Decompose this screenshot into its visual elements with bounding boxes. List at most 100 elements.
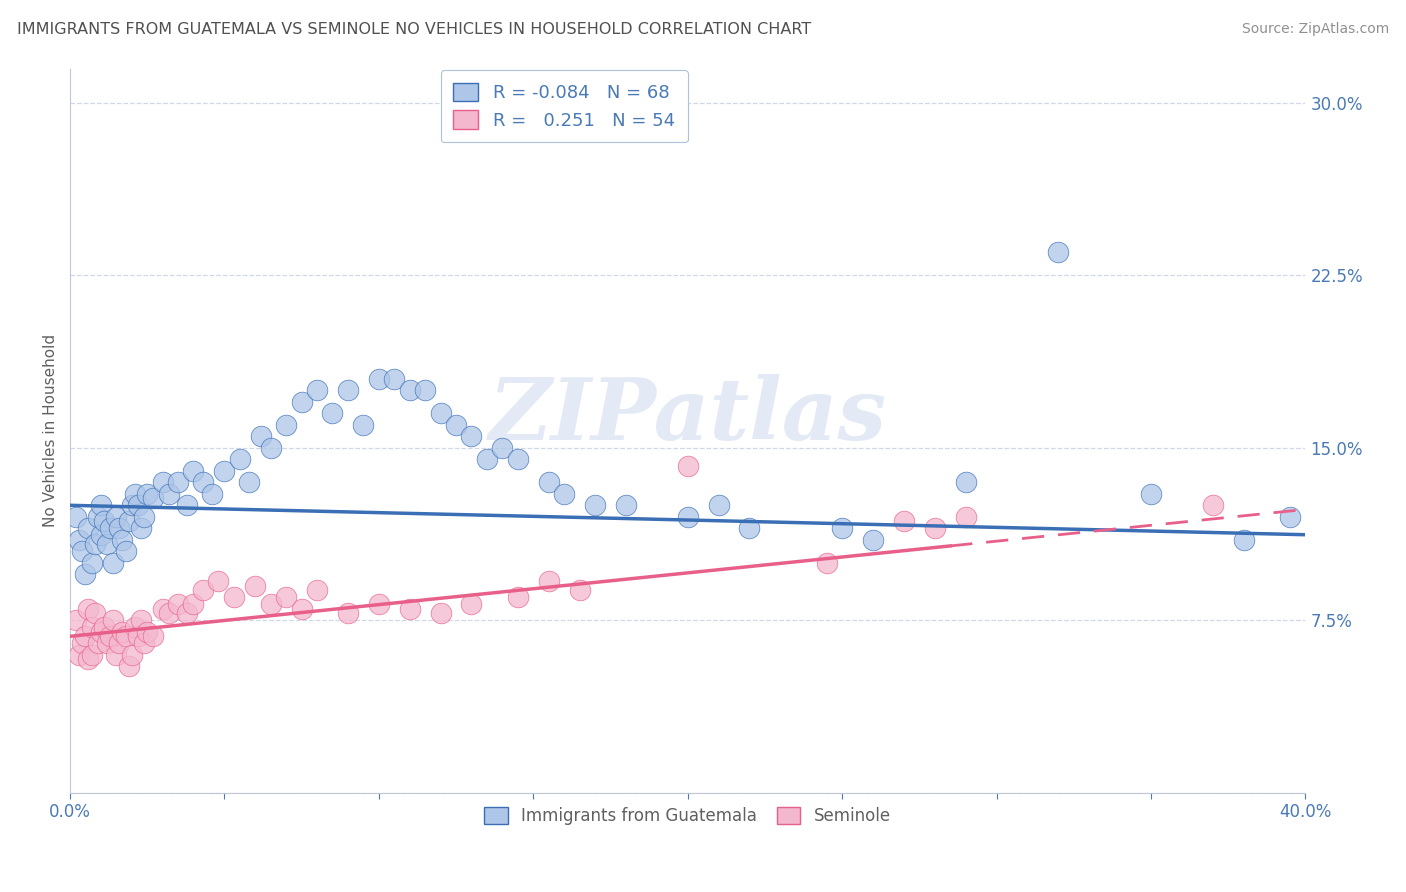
Point <box>831 521 853 535</box>
Point <box>429 406 451 420</box>
Point <box>176 607 198 621</box>
Point <box>1047 245 1070 260</box>
Point <box>114 629 136 643</box>
Point <box>222 591 245 605</box>
Point <box>176 498 198 512</box>
Point <box>77 521 100 535</box>
Point <box>136 624 159 639</box>
Point <box>290 601 312 615</box>
Point <box>124 620 146 634</box>
Point <box>80 620 103 634</box>
Point <box>65 613 87 627</box>
Point <box>460 597 482 611</box>
Point <box>1278 509 1301 524</box>
Text: Source: ZipAtlas.com: Source: ZipAtlas.com <box>1241 22 1389 37</box>
Point <box>214 464 236 478</box>
Point <box>75 567 97 582</box>
Point <box>121 498 143 512</box>
Point <box>183 464 205 478</box>
Point <box>893 515 915 529</box>
Point <box>98 521 121 535</box>
Point <box>83 537 105 551</box>
Point <box>129 613 152 627</box>
Point <box>491 441 513 455</box>
Point <box>460 429 482 443</box>
Point <box>93 515 115 529</box>
Point <box>398 384 420 398</box>
Point <box>132 636 155 650</box>
Point <box>191 475 214 490</box>
Point <box>132 509 155 524</box>
Point <box>568 583 591 598</box>
Point <box>87 509 110 524</box>
Point <box>93 620 115 634</box>
Point <box>207 574 229 589</box>
Point <box>924 521 946 535</box>
Point <box>537 574 560 589</box>
Point <box>157 487 180 501</box>
Point <box>80 556 103 570</box>
Point <box>96 636 118 650</box>
Point <box>398 601 420 615</box>
Point <box>238 475 260 490</box>
Point <box>105 509 128 524</box>
Text: ZIPatlas: ZIPatlas <box>489 375 887 458</box>
Point <box>127 629 149 643</box>
Text: IMMIGRANTS FROM GUATEMALA VS SEMINOLE NO VEHICLES IN HOUSEHOLD CORRELATION CHART: IMMIGRANTS FROM GUATEMALA VS SEMINOLE NO… <box>17 22 811 37</box>
Point <box>1202 498 1225 512</box>
Point <box>553 487 575 501</box>
Point <box>114 544 136 558</box>
Point <box>506 452 529 467</box>
Point <box>117 515 139 529</box>
Point <box>111 624 134 639</box>
Point <box>1233 533 1256 547</box>
Point <box>129 521 152 535</box>
Point <box>77 601 100 615</box>
Point <box>305 384 328 398</box>
Point <box>90 498 112 512</box>
Point <box>183 597 205 611</box>
Point <box>276 591 298 605</box>
Point <box>72 544 94 558</box>
Point <box>65 509 87 524</box>
Point <box>75 629 97 643</box>
Point <box>87 636 110 650</box>
Point <box>67 533 90 547</box>
Point <box>429 607 451 621</box>
Point <box>72 636 94 650</box>
Point <box>142 491 165 506</box>
Point <box>108 521 131 535</box>
Point <box>127 498 149 512</box>
Point <box>250 429 273 443</box>
Point <box>101 613 124 627</box>
Point <box>367 372 389 386</box>
Point <box>815 556 838 570</box>
Point <box>105 648 128 662</box>
Point <box>336 384 359 398</box>
Point <box>167 597 190 611</box>
Point <box>136 487 159 501</box>
Point <box>96 537 118 551</box>
Point <box>117 659 139 673</box>
Point <box>83 607 105 621</box>
Point <box>260 597 283 611</box>
Point <box>121 648 143 662</box>
Point <box>707 498 730 512</box>
Point <box>583 498 606 512</box>
Point <box>305 583 328 598</box>
Point <box>276 417 298 432</box>
Point <box>157 607 180 621</box>
Point <box>367 597 389 611</box>
Point <box>506 591 529 605</box>
Point <box>336 607 359 621</box>
Point <box>111 533 134 547</box>
Point <box>738 521 761 535</box>
Point <box>101 556 124 570</box>
Point <box>1140 487 1163 501</box>
Point <box>676 459 699 474</box>
Point <box>201 487 224 501</box>
Point <box>444 417 467 432</box>
Point <box>77 652 100 666</box>
Point <box>67 648 90 662</box>
Point <box>352 417 374 432</box>
